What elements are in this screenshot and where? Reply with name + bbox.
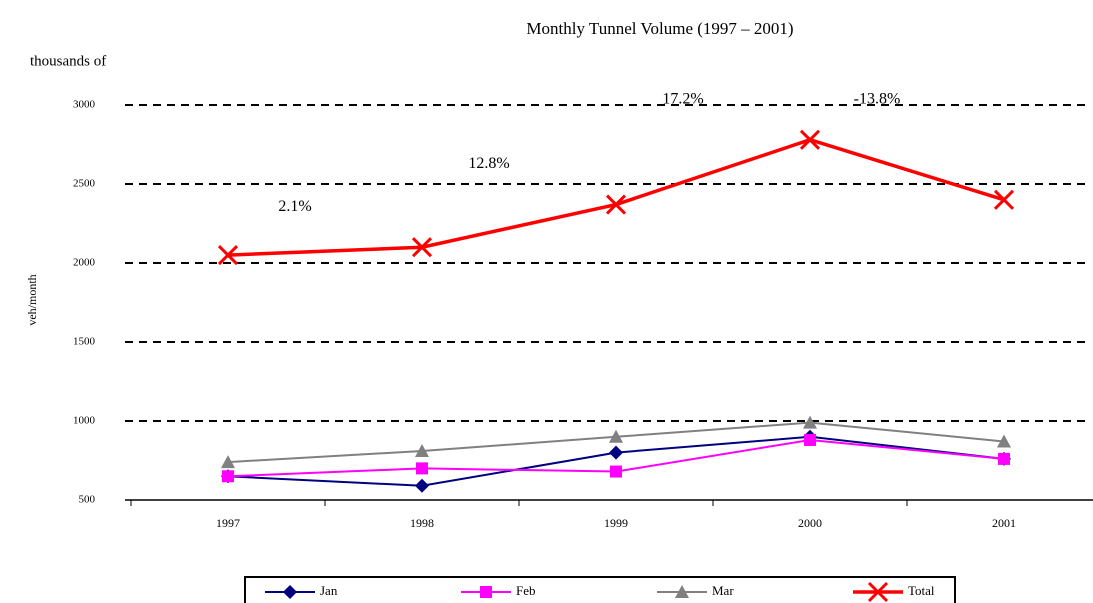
annotation: 2.1% — [278, 198, 311, 215]
marker — [221, 455, 235, 469]
marker — [283, 585, 297, 599]
y-tick-label: 3000 — [73, 99, 96, 111]
marker — [217, 245, 239, 266]
y-tick-label: 500 — [79, 494, 96, 506]
legend-label: Jan — [320, 583, 338, 598]
x-tick-label: 2000 — [798, 516, 822, 530]
y-tick-label: 1500 — [73, 336, 96, 348]
marker — [415, 478, 429, 493]
annotation: 17.2% — [662, 90, 703, 107]
x-tick-label: 1998 — [410, 516, 434, 530]
legend: Jan Feb Mar Total — [244, 576, 956, 603]
y-tick-label: 2500 — [73, 178, 96, 190]
marker — [609, 429, 623, 443]
marker — [867, 581, 889, 603]
annotation: 12.8% — [468, 155, 509, 172]
x-tick-label: 1999 — [604, 516, 628, 530]
marker — [993, 189, 1015, 210]
y-axis-label: veh/month — [25, 274, 39, 325]
y-tick-label: 2000 — [73, 257, 96, 269]
marker — [675, 585, 689, 598]
y-tick-label: 1000 — [73, 415, 96, 427]
marker — [610, 465, 622, 478]
marker — [799, 129, 821, 150]
marker — [804, 433, 816, 446]
legend-label: Feb — [516, 583, 536, 598]
x-tick-label: 2001 — [992, 516, 1016, 530]
marker — [222, 470, 234, 483]
legend-label: Mar — [712, 583, 734, 598]
legend-label: Total — [908, 583, 935, 598]
legend-box — [244, 576, 956, 603]
marker — [480, 586, 492, 598]
annotation: -13.8% — [854, 90, 901, 107]
marker — [415, 444, 429, 458]
marker — [997, 434, 1011, 448]
series-line — [227, 137, 1005, 257]
x-tick-label: 1997 — [216, 516, 240, 530]
marker — [411, 237, 433, 258]
marker — [998, 452, 1010, 465]
chart-title: Monthly Tunnel Volume (1997 – 2001) — [526, 19, 793, 38]
marker — [609, 445, 623, 460]
marker — [605, 194, 627, 215]
series-line — [227, 435, 1005, 487]
marker — [416, 462, 428, 475]
unit-label: thousands of — [30, 53, 106, 69]
marker — [803, 415, 817, 429]
